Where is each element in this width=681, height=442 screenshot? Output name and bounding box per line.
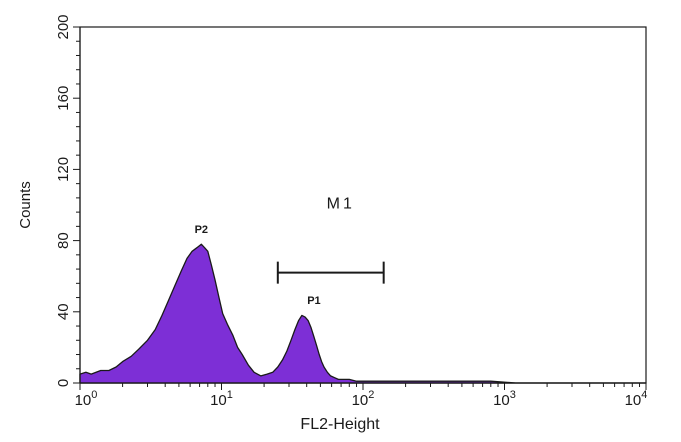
x-tick-exponent: 0 xyxy=(91,389,97,401)
x-tick-exponent: 4 xyxy=(641,389,647,401)
x-tick-base: 10 xyxy=(75,392,92,409)
y-axis: 0 40 80 120 160 200 xyxy=(55,14,81,387)
x-tick-base: 10 xyxy=(210,392,227,409)
gate-m1-label: M1 xyxy=(327,196,355,213)
peak-label-p1: P1 xyxy=(307,295,320,307)
x-tick-label: 102 xyxy=(352,389,375,409)
y-tick-label: 120 xyxy=(55,157,72,182)
x-tick-exponent: 3 xyxy=(510,389,516,401)
x-tick-base: 10 xyxy=(625,392,642,409)
y-axis-label: Counts xyxy=(17,181,34,229)
y-tick-label: 0 xyxy=(55,379,72,387)
y-tick-label: 160 xyxy=(55,86,72,111)
x-tick-exponent: 2 xyxy=(368,389,374,401)
x-axis-label: FL2-Height xyxy=(300,416,380,433)
x-tick-base: 10 xyxy=(493,392,510,409)
x-tick-exponent: 1 xyxy=(227,389,233,401)
peak-label-p2: P2 xyxy=(195,224,208,236)
x-tick-label: 100 xyxy=(75,389,98,409)
y-tick-label: 40 xyxy=(55,303,72,320)
histogram-area-layer xyxy=(79,243,647,384)
x-tick-label: 101 xyxy=(210,389,233,409)
y-tick-label: 80 xyxy=(55,232,72,249)
x-tick-base: 10 xyxy=(352,392,369,409)
histogram-series-area xyxy=(79,243,647,384)
annotations: M1 P2 P1 xyxy=(195,196,385,307)
x-tick-label: 103 xyxy=(493,389,516,409)
x-tick-label: 104 xyxy=(625,389,648,409)
x-axis: 100 101 102 103 104 xyxy=(75,382,648,409)
y-tick-label: 200 xyxy=(55,14,72,39)
